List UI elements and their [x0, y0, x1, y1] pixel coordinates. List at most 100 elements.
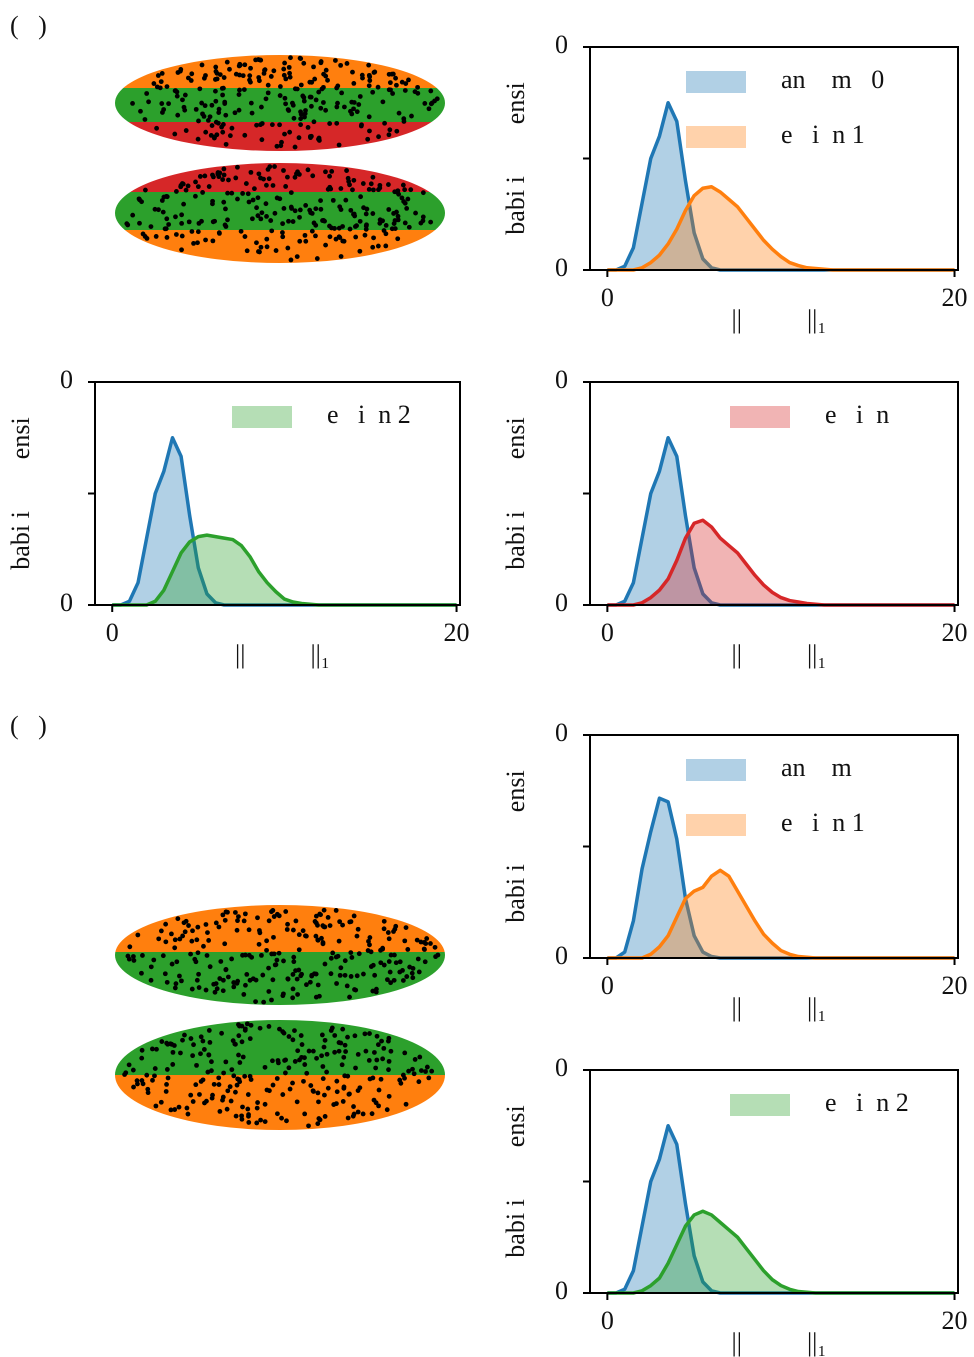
y-axis-label: babi i ensi	[6, 417, 35, 569]
cell-dot	[327, 923, 333, 929]
cell-dot	[185, 183, 191, 189]
cell-dot	[287, 1086, 293, 1092]
cell-dot	[299, 1042, 305, 1047]
cell-dot	[169, 1041, 175, 1047]
cell-dot	[169, 931, 174, 937]
cell-dot	[245, 191, 251, 197]
cell-dot	[409, 113, 414, 119]
cell-dot	[269, 228, 275, 234]
cell-dot	[203, 922, 209, 927]
cell-dot	[363, 1048, 369, 1054]
panel-label: ( )	[10, 11, 47, 40]
cell-dot	[246, 1112, 251, 1117]
cell-dot	[360, 181, 366, 186]
cell-dot	[287, 129, 293, 135]
cell-dot	[172, 131, 178, 137]
cell-dot	[357, 1085, 363, 1091]
cell-dot	[174, 959, 180, 965]
cell-dot	[388, 1048, 394, 1054]
cell-dot	[345, 1115, 351, 1121]
cell-dot	[232, 110, 238, 116]
cell-dot	[268, 218, 274, 223]
cell-dot	[193, 1082, 199, 1088]
cell-dot	[213, 64, 219, 70]
cell-dot	[286, 64, 292, 70]
cell-dot	[179, 220, 185, 226]
cell-dot	[294, 976, 300, 982]
cell-dot	[320, 1076, 326, 1082]
cell-dot	[303, 933, 308, 939]
cell-dot	[248, 65, 253, 71]
cell-dot	[276, 1060, 281, 1066]
cell-dot	[179, 978, 184, 984]
cell-dot	[181, 920, 187, 926]
cell-dot	[234, 1082, 240, 1088]
cell-dot	[296, 967, 302, 973]
cell-dot	[269, 997, 274, 1003]
cell-dot	[206, 1052, 212, 1058]
cell-dot	[190, 1053, 196, 1059]
legend-label: e i n 2	[825, 1088, 909, 1117]
cell-dot	[137, 220, 142, 226]
cell-dot	[215, 171, 221, 177]
cell-dot	[225, 190, 230, 196]
cell-dot	[213, 69, 219, 74]
cell-dot	[361, 971, 366, 977]
cell-dot	[342, 958, 348, 964]
cell-dot	[350, 69, 355, 75]
cell-dot	[415, 956, 421, 962]
cell-dot	[231, 984, 237, 990]
cell-dot	[164, 193, 169, 199]
cell-dot	[319, 86, 325, 92]
cell-dot	[371, 187, 376, 193]
cell-dot	[386, 936, 392, 942]
cell-dot	[153, 234, 159, 239]
cell-dot	[362, 232, 368, 238]
cell-dot	[424, 1064, 430, 1070]
cell-dot	[290, 219, 296, 224]
cell-dot	[297, 55, 303, 61]
cell-dot	[342, 972, 348, 978]
cell-dot	[242, 132, 248, 138]
cell-dot	[281, 168, 286, 173]
cell-dot	[386, 1035, 392, 1041]
cell-dot	[242, 234, 248, 239]
cell-dot	[290, 972, 296, 977]
cell-dot	[286, 1065, 292, 1071]
cell-dot	[258, 122, 263, 128]
cell-dot	[250, 197, 256, 203]
cell-dot	[307, 207, 313, 213]
cell-dot	[229, 1067, 235, 1073]
cell-dot	[203, 987, 209, 993]
cell-dot	[219, 1030, 224, 1036]
cell-dot	[181, 104, 187, 110]
cell-dot	[240, 73, 246, 79]
cell-dot	[285, 174, 290, 180]
cell-dot	[320, 218, 325, 223]
cell-dot	[313, 933, 319, 939]
cell-dot	[341, 1054, 347, 1060]
cell-dot	[281, 66, 287, 72]
cell-dot	[386, 1093, 392, 1099]
legend-swatch	[686, 759, 746, 781]
cell-dot	[170, 1049, 176, 1055]
cell-dot	[391, 211, 397, 216]
cell-dot	[265, 90, 271, 96]
cell-dot	[428, 88, 434, 94]
density-area	[607, 1211, 955, 1293]
cell-dot	[212, 989, 218, 995]
cell-dot	[321, 100, 326, 105]
cell-dot	[245, 1092, 251, 1097]
cell-dot	[241, 918, 247, 924]
cell-dot	[357, 218, 363, 224]
cell-dot	[262, 1119, 268, 1124]
cell-dot	[338, 254, 344, 259]
cell-dot	[388, 952, 394, 958]
cell-dot	[372, 69, 378, 75]
cell-dot	[240, 1104, 245, 1110]
cell-dot	[173, 214, 178, 220]
cell-dot	[223, 141, 229, 147]
cell-dot	[315, 1121, 321, 1127]
cell-dot	[175, 70, 181, 75]
cell-dot	[366, 186, 372, 192]
